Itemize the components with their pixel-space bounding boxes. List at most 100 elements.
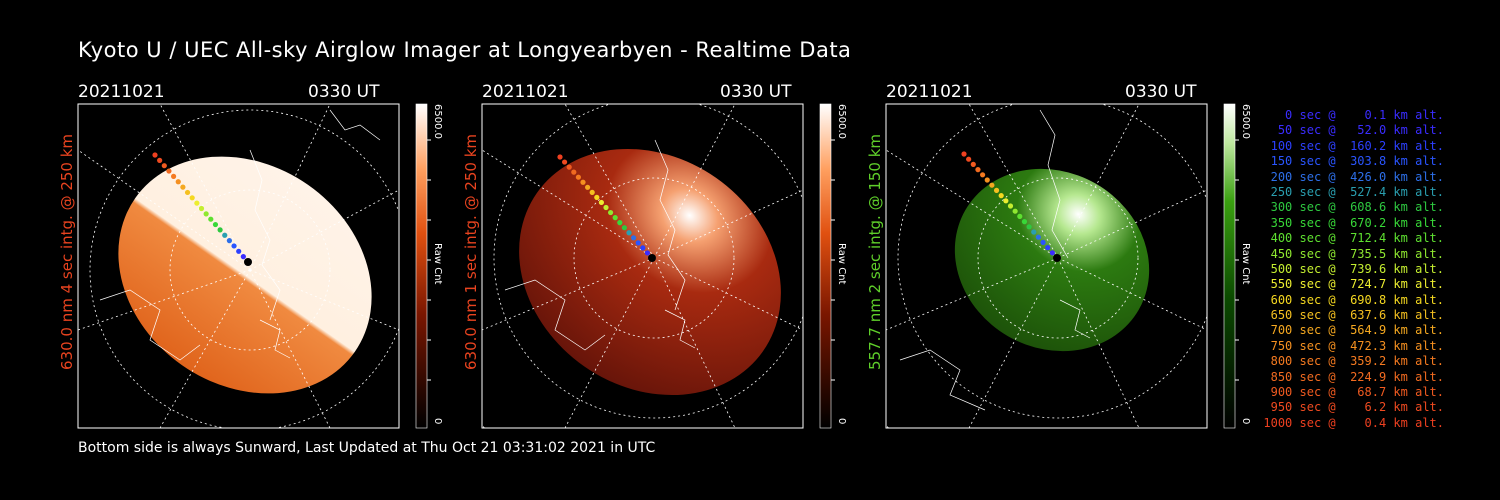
trajectory-dot bbox=[152, 152, 158, 158]
trajectory-dot bbox=[180, 184, 186, 190]
trajectory-dot bbox=[1026, 224, 1032, 230]
trajectory-dot bbox=[589, 189, 595, 195]
legend-row: 100 sec @ 160.2 km alt. bbox=[1263, 138, 1444, 153]
legend-row: 1000 sec @ 0.4 km alt. bbox=[1263, 415, 1444, 430]
trajectory-dot bbox=[203, 211, 209, 217]
trajectory-dot bbox=[244, 258, 252, 266]
trajectory-dot bbox=[1049, 250, 1055, 256]
trajectory-dot bbox=[571, 169, 577, 175]
trajectory-dot bbox=[984, 177, 990, 183]
trajectory-dot bbox=[157, 157, 163, 163]
panel-2-frame bbox=[481, 103, 804, 429]
legend-row: 50 sec @ 52.0 km alt. bbox=[1263, 123, 1444, 138]
panel-1-trajectory bbox=[152, 152, 252, 266]
legend-row: 850 sec @ 224.9 km alt. bbox=[1263, 369, 1444, 384]
trajectory-dot bbox=[1003, 198, 1009, 204]
legend-row: 950 sec @ 6.2 km alt. bbox=[1263, 400, 1444, 415]
trajectory-dot bbox=[226, 238, 232, 244]
legend-row: 350 sec @ 670.2 km alt. bbox=[1263, 215, 1444, 230]
cbar-3 bbox=[1223, 103, 1236, 429]
legend-row: 0 sec @ 0.1 km alt. bbox=[1263, 108, 1444, 122]
trajectory-dot bbox=[566, 164, 572, 170]
panel-2-time: 0330 UT bbox=[720, 82, 792, 102]
trajectory-dot bbox=[585, 184, 591, 190]
panel-3-date: 20211021 bbox=[886, 82, 973, 102]
trajectory-dot bbox=[557, 154, 563, 160]
legend-row: 900 sec @ 68.7 km alt. bbox=[1263, 385, 1444, 400]
trajectory-dot bbox=[240, 254, 246, 260]
panel-3-time: 0330 UT bbox=[1125, 82, 1197, 102]
trajectory-dot bbox=[998, 193, 1004, 199]
legend-row: 750 sec @ 472.3 km alt. bbox=[1263, 338, 1444, 353]
cbar-ticks bbox=[427, 139, 1239, 381]
trajectory-dot bbox=[222, 232, 228, 238]
legend-row: 300 sec @ 608.6 km alt. bbox=[1263, 200, 1444, 215]
trajectory-dot bbox=[562, 159, 568, 165]
legend-row: 700 sec @ 564.9 km alt. bbox=[1263, 323, 1444, 338]
cbar-1 bbox=[415, 103, 428, 429]
panel-3-airglow-image bbox=[954, 168, 1150, 352]
panel-3-frame bbox=[885, 103, 1208, 429]
trajectory-dot bbox=[1045, 245, 1051, 251]
trajectory-dot bbox=[608, 209, 614, 216]
trajectory-dot bbox=[626, 230, 632, 236]
trajectory-dot bbox=[989, 182, 995, 188]
panel-2-trajectory bbox=[557, 154, 656, 262]
trajectory-dot bbox=[231, 243, 237, 249]
panel-2-coastline bbox=[504, 139, 696, 351]
trajectory-dot bbox=[1017, 213, 1023, 219]
trajectory-dot bbox=[648, 254, 656, 262]
legend-row: 500 sec @ 739.6 km alt. bbox=[1263, 261, 1444, 276]
trajectory-dot bbox=[975, 167, 981, 173]
trajectory-dot bbox=[236, 248, 242, 254]
trajectory-dot bbox=[1021, 219, 1028, 225]
trajectory-dot bbox=[184, 189, 191, 196]
trajectory-dot bbox=[208, 216, 214, 222]
legend-row: 650 sec @ 637.6 km alt. bbox=[1263, 308, 1444, 323]
trajectory-dot bbox=[189, 195, 195, 201]
legend-row: 600 sec @ 690.8 km alt. bbox=[1263, 292, 1444, 307]
cbar-2 bbox=[819, 103, 832, 429]
trajectory-dot bbox=[961, 151, 967, 157]
trajectory-dot bbox=[1012, 208, 1018, 214]
legend-row: 200 sec @ 426.0 km alt. bbox=[1263, 169, 1444, 184]
legend-row: 550 sec @ 724.7 km alt. bbox=[1263, 277, 1444, 292]
trajectory-dot bbox=[640, 245, 646, 251]
trajectory-dot bbox=[575, 174, 582, 180]
panel-3-grid bbox=[886, 104, 1207, 428]
trajectory-dot bbox=[970, 161, 976, 167]
trajectory-dot bbox=[194, 200, 200, 206]
trajectory-dot bbox=[980, 172, 986, 178]
trajectory-dot bbox=[212, 221, 219, 228]
legend-row: 800 sec @ 359.2 km alt. bbox=[1263, 354, 1444, 369]
trajectory-dot bbox=[612, 215, 618, 221]
legend-row: 450 sec @ 735.5 km alt. bbox=[1263, 246, 1444, 261]
trajectory-dot bbox=[603, 204, 609, 211]
trajectory-dot bbox=[1040, 239, 1046, 245]
trajectory-dot bbox=[1053, 254, 1061, 262]
trajectory-dot bbox=[644, 250, 651, 256]
trajectory-dot bbox=[171, 173, 177, 179]
trajectory-dot bbox=[1007, 203, 1014, 209]
trajectory-dot bbox=[198, 205, 205, 212]
trajectory-dot bbox=[617, 220, 623, 226]
legend-row: 150 sec @ 303.8 km alt. bbox=[1263, 154, 1444, 169]
legend-row: 400 sec @ 712.4 km alt. bbox=[1263, 231, 1444, 246]
panel-1-frame bbox=[77, 103, 400, 429]
panel-1-time: 0330 UT bbox=[308, 82, 380, 102]
panel-3-trajectory bbox=[961, 151, 1061, 262]
trajectory-dot bbox=[1035, 234, 1041, 240]
panel-1-airglow-image bbox=[118, 156, 372, 394]
legend-row: 250 sec @ 527.4 km alt. bbox=[1263, 184, 1444, 199]
trajectory-dot bbox=[621, 225, 628, 231]
trajectory-dot bbox=[966, 156, 972, 162]
trajectory-dot bbox=[594, 194, 600, 200]
page-title: Kyoto U / UEC All-sky Airglow Imager at … bbox=[78, 38, 852, 62]
footer-status: Bottom side is always Sunward, Last Upda… bbox=[78, 440, 656, 456]
trajectory-dot bbox=[631, 235, 637, 241]
trajectory-dot bbox=[635, 240, 641, 246]
trajectory-legend: 0 sec @ 0.1 km alt. 50 sec @ 52.0 km alt… bbox=[1262, 108, 1444, 431]
trajectory-dot bbox=[598, 199, 605, 206]
trajectory-dot bbox=[175, 179, 181, 185]
